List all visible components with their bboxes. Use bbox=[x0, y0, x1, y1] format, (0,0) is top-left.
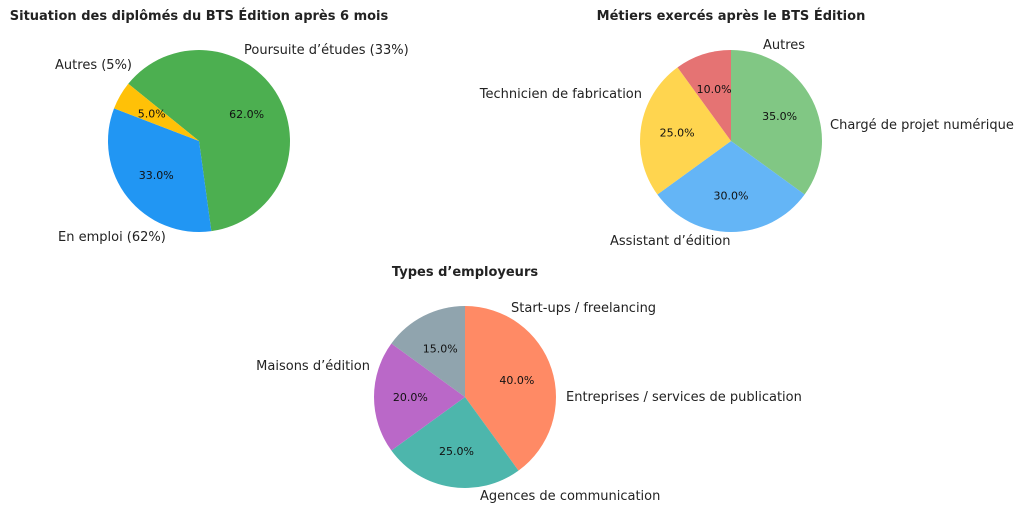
pie-slice-assistant-d-edition bbox=[657, 141, 805, 233]
pie-category-label: Chargé de projet numérique bbox=[830, 118, 1014, 133]
pie-pct-label: 62.0% bbox=[229, 108, 264, 121]
pie-pct-label: 25.0% bbox=[439, 445, 474, 458]
chart-title: Métiers exercés après le BTS Édition bbox=[597, 8, 866, 24]
pie-slice-poursuite-d-etudes bbox=[107, 108, 212, 233]
pie-slice-autres bbox=[114, 83, 199, 141]
pie-category-label: Agences de communication bbox=[480, 489, 660, 504]
pie-chart-1: 62.0% En emploi (62%) 33.0% Poursuite d’étu… bbox=[10, 8, 409, 245]
pie-pct-label: 10.0% bbox=[697, 83, 732, 96]
pie-chart-3: 40.0% Maisons d’édition 25.0% Agences de co… bbox=[256, 265, 802, 504]
pie-slice-technicien-de-fabrication bbox=[731, 50, 823, 195]
pie-slice-start-ups-freelancing bbox=[391, 306, 465, 397]
pie-pct-label: 25.0% bbox=[660, 127, 695, 140]
chart-title: Situation des diplômés du BTS Édition ap… bbox=[10, 8, 389, 24]
pie-category-label: Entreprises / services de publication bbox=[566, 390, 802, 405]
pie-slice-maisons-d-edition bbox=[465, 306, 557, 471]
pie-slice-agences-de-communication bbox=[391, 397, 519, 489]
pie-category-label: Autres (5%) bbox=[55, 58, 132, 73]
pie-pct-label: 33.0% bbox=[139, 169, 174, 182]
pie-pct-label: 40.0% bbox=[499, 374, 534, 387]
pie-category-label: Autres bbox=[763, 38, 805, 53]
pie-pct-label: 20.0% bbox=[393, 391, 428, 404]
pie-pct-label: 30.0% bbox=[714, 190, 749, 203]
pie-category-label: Maisons d’édition bbox=[256, 359, 370, 374]
pie-pct-label: 35.0% bbox=[762, 110, 797, 123]
pie-chart-2: 35.0% Technicien de fabrication 30.0% Assis… bbox=[479, 8, 1014, 249]
pie-category-label: Technicien de fabrication bbox=[479, 87, 642, 102]
pie-slice-en-emploi bbox=[128, 50, 290, 232]
chart-title: Types d’employeurs bbox=[392, 265, 538, 280]
pie-category-label: Start-ups / freelancing bbox=[511, 301, 656, 316]
pie-category-label: En emploi (62%) bbox=[58, 230, 166, 245]
pie-pct-label: 15.0% bbox=[423, 342, 458, 355]
pie-slice-entreprises-services-de-publication bbox=[373, 343, 465, 451]
pie-slice-charge-de-projet-numerique bbox=[639, 67, 731, 195]
pie-slice-autres bbox=[677, 50, 731, 141]
pie-category-label: Assistant d’édition bbox=[610, 234, 731, 249]
pie-pct-label: 5.0% bbox=[138, 108, 166, 121]
pie-category-label: Poursuite d’études (33%) bbox=[244, 43, 409, 58]
